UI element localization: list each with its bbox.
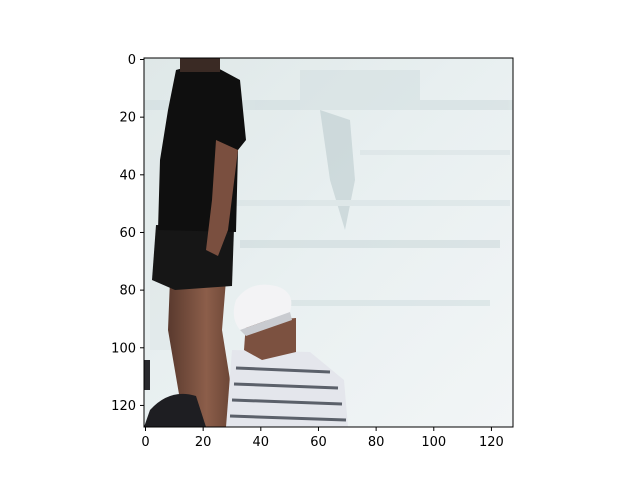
x-tick-label: 100	[421, 435, 446, 450]
x-axis: 0 20 40 60 80 100 120	[141, 427, 504, 450]
standing-person	[152, 58, 246, 427]
y-tick-label: 40	[119, 168, 136, 183]
y-tick-label: 0	[128, 53, 136, 68]
arm	[206, 140, 238, 256]
y-tick-label: 120	[111, 399, 136, 414]
x-tick-label: 40	[253, 435, 270, 450]
y-axis: 0 20 40 60 80 100 120	[111, 53, 144, 414]
dark-object	[144, 393, 206, 427]
x-tick-label: 120	[479, 435, 504, 450]
x-tick-label: 80	[368, 435, 385, 450]
x-tick-label: 20	[195, 435, 212, 450]
y-tick-label: 100	[111, 341, 136, 356]
y-tick-label: 20	[119, 111, 136, 126]
left-edge-dark	[144, 360, 150, 390]
cap-shadow	[240, 312, 292, 336]
y-tick-label: 80	[119, 284, 136, 299]
photo	[144, 58, 513, 427]
white-cap	[233, 284, 292, 330]
y-tick-label: 60	[119, 226, 136, 241]
x-tick-label: 0	[141, 435, 149, 450]
axes-frame	[143, 57, 514, 428]
head-shadow	[180, 58, 220, 72]
x-tick-label: 60	[310, 435, 327, 450]
legs	[168, 280, 232, 427]
stripes	[229, 366, 347, 422]
crouching-person	[226, 284, 348, 427]
